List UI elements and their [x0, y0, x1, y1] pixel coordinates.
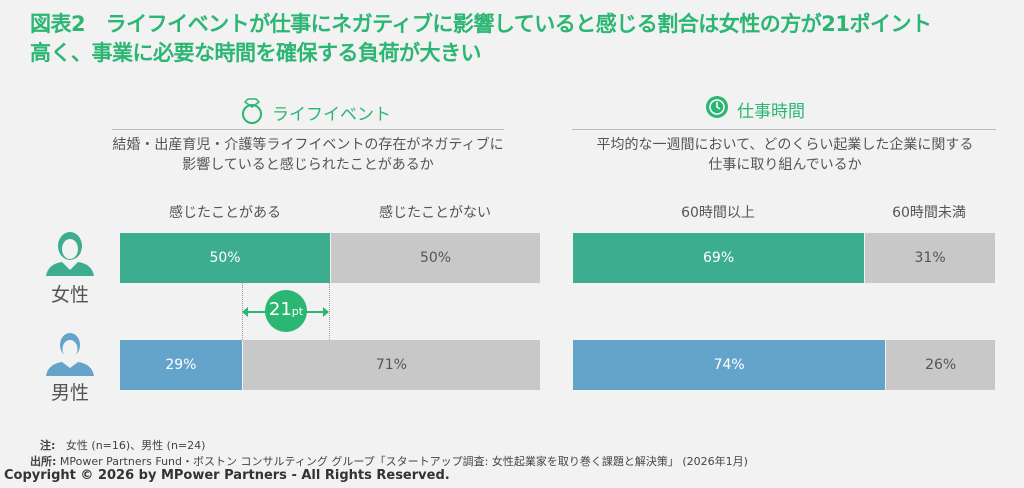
bar-work-time-male: 74% 26% — [573, 340, 995, 390]
data-label: 50% — [209, 250, 241, 266]
group-label-male: 男性 — [50, 382, 89, 404]
data-label: 26% — [925, 357, 957, 373]
note-label: 注: — [40, 439, 56, 452]
bar-segment-rest-male: 26% — [885, 340, 995, 390]
diff-value: 21 — [268, 299, 292, 320]
ring-icon — [240, 95, 264, 130]
column-label: 60時間以上 — [681, 205, 755, 221]
question-line: 平均的な一週間において、どのくらい起業した企業に関する — [596, 137, 974, 153]
clock-icon — [705, 95, 729, 124]
column-label: 60時間未満 — [892, 205, 966, 221]
data-label: 74% — [713, 357, 745, 373]
arrow-head-left — [242, 307, 248, 317]
section-title: 仕事時間 — [737, 102, 805, 122]
data-label: 50% — [419, 250, 452, 266]
bar-segment-primary-male: 29% — [120, 340, 242, 390]
source-text: MPower Partners Fund・ボストン コンサルティング グループ「… — [59, 455, 748, 468]
source-label: 出所: — [30, 455, 57, 468]
female-icon — [46, 232, 94, 276]
question-line: 影響していると感じられたことがあるか — [182, 157, 434, 173]
copyright: Copyright © 2026 by MPower Partners - Al… — [4, 468, 450, 483]
male-icon — [46, 333, 94, 376]
bar-work-time-female: 69% 31% — [573, 233, 995, 283]
section-header-work-time: 仕事時間 — [705, 95, 805, 124]
section-header-life-event: ライフイベント — [240, 95, 391, 130]
bar-life-event-female: 50% 50% — [120, 233, 540, 283]
question-line: 仕事に取り組んでいるか — [708, 157, 862, 173]
group-label-female: 女性 — [50, 284, 89, 306]
male-avatar — [40, 330, 100, 382]
source: 出所: MPower Partners Fund・ボストン コンサルティング グ… — [30, 453, 748, 469]
divider — [112, 129, 504, 130]
data-label: 69% — [703, 250, 735, 266]
question-text: 結婚・出産育児・介護等ライフイベントの存在がネガティブに 影響していると感じられ… — [112, 135, 504, 175]
bar-segment-rest-female: 31% — [864, 233, 995, 283]
diff-badge: 21 pt — [265, 290, 307, 332]
bar-segment-primary-male: 74% — [573, 340, 886, 390]
page-title-line1: 図表2 ライフイベントが仕事にネガティブに影響していると感じる割合は女性の方が2… — [30, 12, 932, 36]
bar-segment-rest-female: 50% — [330, 233, 540, 283]
diff-unit: pt — [291, 305, 304, 318]
question-text: 平均的な一週間において、どのくらい起業した企業に関する 仕事に取り組んでいるか — [560, 135, 1010, 175]
bar-life-event-male: 29% 71% — [120, 340, 540, 390]
arrow-head-right — [323, 307, 329, 317]
question-line: 結婚・出産育児・介護等ライフイベントの存在がネガティブに — [112, 137, 504, 153]
divider — [572, 129, 996, 130]
female-avatar — [40, 230, 100, 282]
data-label: 31% — [914, 250, 946, 266]
section-title: ライフイベント — [272, 105, 391, 125]
page-title-line2: 高く、事業に必要な時間を確保する負荷が大きい — [30, 41, 482, 65]
footnote: 注: 女性 (n=16)、男性 (n=24) — [40, 437, 205, 453]
bar-segment-primary-female: 69% — [573, 233, 865, 283]
data-label: 71% — [375, 357, 407, 373]
bar-segment-primary-female: 50% — [120, 233, 330, 283]
column-label: 感じたことがある — [169, 205, 281, 221]
bar-segment-rest-male: 71% — [241, 340, 540, 390]
note-text: 女性 (n=16)、男性 (n=24) — [65, 439, 206, 452]
guide-line — [329, 283, 330, 340]
column-label: 感じたことがない — [379, 205, 491, 221]
data-label: 29% — [165, 357, 197, 373]
